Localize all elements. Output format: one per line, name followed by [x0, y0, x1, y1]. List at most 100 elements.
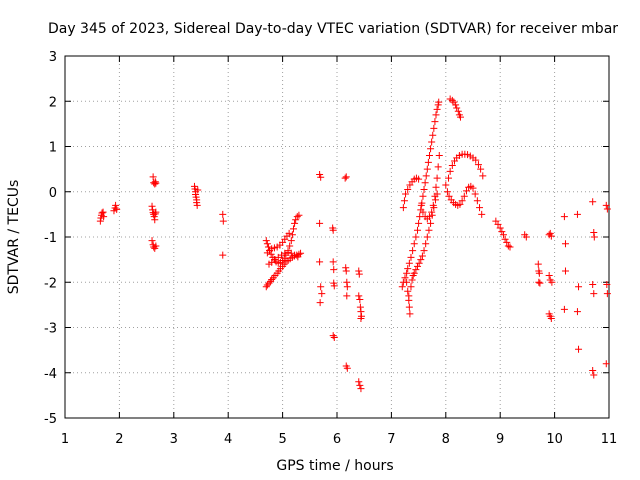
y-axis-label: SDTVAR / TECUs — [6, 180, 22, 295]
data-point — [602, 201, 610, 209]
x-tick-label: 3 — [170, 432, 178, 447]
data-point — [267, 250, 275, 258]
data-point — [421, 179, 429, 187]
data-point — [398, 283, 406, 291]
data-points — [96, 95, 611, 393]
data-point — [479, 172, 487, 180]
data-point — [423, 233, 431, 241]
axis-ticks — [64, 55, 610, 419]
data-point — [263, 281, 271, 289]
data-point — [265, 279, 273, 287]
data-point — [355, 378, 363, 386]
data-point — [589, 198, 597, 206]
data-point — [560, 305, 568, 313]
x-tick-labels: 1 2 3 4 5 6 7 8 9 10 11 — [61, 432, 617, 447]
data-point — [263, 240, 271, 248]
data-point — [355, 270, 363, 278]
data-point — [603, 290, 611, 298]
data-point — [560, 213, 568, 221]
x-tick-label: 10 — [546, 432, 563, 447]
data-point — [268, 276, 276, 284]
data-point — [456, 200, 464, 208]
data-point — [330, 266, 338, 274]
data-point — [293, 213, 301, 221]
data-point — [356, 295, 364, 303]
data-point — [219, 210, 227, 218]
data-point — [435, 98, 443, 106]
y-tick-label: -1 — [44, 231, 57, 246]
data-point — [602, 360, 610, 368]
data-point — [405, 303, 413, 311]
data-point — [316, 299, 324, 307]
data-point — [297, 249, 305, 257]
data-point — [427, 145, 435, 153]
data-point — [573, 308, 581, 316]
data-point — [316, 258, 324, 266]
data-point — [561, 267, 569, 275]
data-point — [287, 249, 295, 257]
data-point — [443, 188, 451, 196]
data-point — [343, 278, 351, 286]
data-point — [406, 310, 414, 318]
data-point — [356, 303, 364, 311]
data-point — [548, 278, 556, 286]
data-point — [399, 204, 407, 212]
data-point — [415, 219, 423, 227]
data-point — [428, 138, 436, 146]
data-point — [575, 345, 583, 353]
data-point — [408, 276, 416, 284]
data-point — [288, 231, 296, 239]
data-point — [417, 201, 425, 209]
data-point — [494, 220, 502, 228]
y-tick-label: -4 — [44, 367, 57, 382]
data-point — [432, 183, 440, 191]
data-point — [403, 278, 411, 286]
data-point — [535, 269, 543, 277]
data-point — [561, 240, 569, 248]
data-point — [401, 274, 409, 282]
data-point — [522, 233, 530, 241]
data-point — [287, 237, 295, 245]
data-point — [431, 118, 439, 126]
data-point — [547, 232, 555, 240]
data-point — [452, 101, 460, 109]
data-point — [330, 282, 338, 290]
data-point — [442, 181, 450, 189]
data-point — [148, 202, 156, 210]
y-tick-label: -2 — [44, 276, 57, 291]
data-point — [318, 290, 326, 298]
data-point — [357, 308, 365, 316]
data-point — [422, 240, 430, 248]
data-point — [433, 174, 441, 182]
data-point — [429, 131, 437, 139]
data-point — [448, 96, 456, 104]
data-point — [590, 290, 598, 298]
data-point — [504, 242, 512, 250]
data-point — [289, 225, 297, 233]
data-point — [343, 283, 351, 291]
data-point — [152, 179, 160, 187]
data-point — [545, 271, 553, 279]
data-point — [506, 243, 514, 251]
y-tick-label: 1 — [49, 141, 57, 156]
data-point — [151, 216, 159, 224]
data-point — [431, 196, 439, 204]
data-point — [536, 279, 544, 287]
data-point — [469, 184, 477, 192]
x-tick-label: 2 — [115, 432, 123, 447]
data-point — [418, 252, 426, 260]
data-point — [419, 192, 427, 200]
x-tick-label: 4 — [224, 432, 232, 447]
data-point — [194, 186, 202, 194]
data-point — [402, 190, 410, 198]
x-tick-label: 5 — [278, 432, 286, 447]
data-point — [456, 113, 464, 121]
data-point — [414, 226, 422, 234]
data-point — [575, 283, 583, 291]
data-point — [151, 210, 159, 218]
data-point — [435, 152, 443, 160]
data-point — [99, 208, 107, 216]
data-point — [433, 105, 441, 113]
data-point — [219, 217, 227, 225]
data-point — [329, 332, 337, 340]
